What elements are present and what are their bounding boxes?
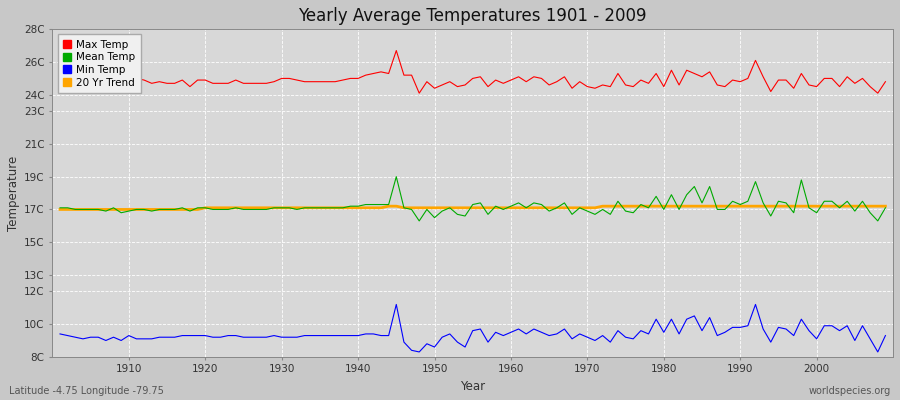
Y-axis label: Temperature: Temperature xyxy=(7,156,20,231)
Legend: Max Temp, Mean Temp, Min Temp, 20 Yr Trend: Max Temp, Mean Temp, Min Temp, 20 Yr Tre… xyxy=(58,34,140,93)
X-axis label: Year: Year xyxy=(460,380,485,393)
Text: Latitude -4.75 Longitude -79.75: Latitude -4.75 Longitude -79.75 xyxy=(9,386,164,396)
Title: Yearly Average Temperatures 1901 - 2009: Yearly Average Temperatures 1901 - 2009 xyxy=(299,7,647,25)
Text: worldspecies.org: worldspecies.org xyxy=(809,386,891,396)
